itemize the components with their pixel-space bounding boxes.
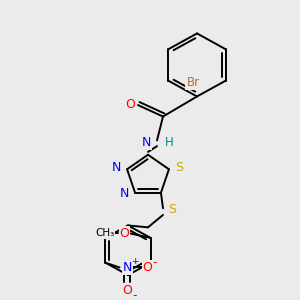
Text: S: S <box>168 203 176 216</box>
Text: +: + <box>131 257 138 266</box>
Text: N: N <box>120 187 129 200</box>
Text: O: O <box>142 261 152 274</box>
Text: N: N <box>142 136 151 149</box>
Text: H: H <box>165 136 174 149</box>
Text: O: O <box>125 98 135 111</box>
Text: O: O <box>122 284 132 297</box>
Text: S: S <box>175 161 183 174</box>
Text: N: N <box>112 161 121 174</box>
Text: O: O <box>120 226 130 240</box>
Text: -: - <box>132 289 137 300</box>
Text: CH₃: CH₃ <box>95 228 114 238</box>
Text: Br: Br <box>186 76 200 89</box>
Text: N: N <box>123 261 132 274</box>
Text: -: - <box>152 256 157 269</box>
